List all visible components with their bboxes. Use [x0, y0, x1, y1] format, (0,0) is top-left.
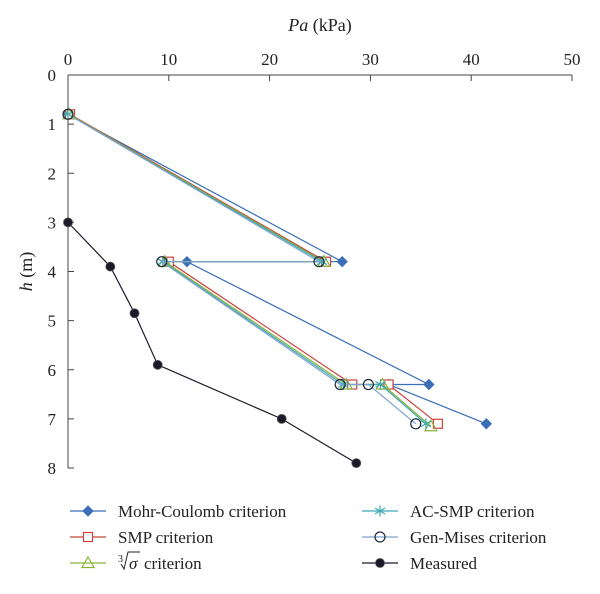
series-line	[67, 221, 357, 464]
data-point	[336, 255, 348, 268]
y-axis-symbol: h	[16, 282, 36, 291]
data-point	[375, 378, 386, 390]
legend-label: Mohr-Coulomb criterion	[118, 502, 287, 521]
legend-sigma: σ	[129, 554, 138, 573]
data-point	[313, 256, 325, 268]
y-axis-unit: (m)	[16, 252, 37, 283]
y-tick-label: 7	[48, 410, 57, 429]
x-tick-label: 50	[564, 50, 581, 69]
legend-root-sign	[120, 551, 140, 571]
legend-marker	[80, 555, 96, 569]
legend-label: Measured	[410, 554, 478, 573]
legend-label: Gen-Mises criterion	[410, 528, 547, 547]
series-4	[62, 108, 422, 430]
data-point	[351, 458, 362, 468]
data-point	[129, 308, 140, 319]
legend-root-index: 3	[118, 554, 123, 565]
legend-item: AC-SMP criterion	[362, 502, 535, 521]
y-tick-label: 5	[48, 312, 57, 331]
x-axis-symbol: Pa	[287, 15, 308, 35]
data-point	[63, 217, 73, 228]
x-tick-label: 10	[160, 50, 177, 69]
axes: Pa (kPa) h (m) 0 10 20 30 40 50 0 1 2 3 4 5 6 7 8	[16, 15, 581, 478]
series-line	[67, 113, 427, 425]
data-point	[62, 108, 74, 120]
legend: Mohr-Coulomb criterion SMP criterion 3 σ cri…	[70, 502, 547, 573]
x-tick-label: 40	[463, 50, 480, 69]
data-point	[410, 418, 422, 430]
y-tick-label: 1	[48, 115, 57, 134]
series-3	[62, 108, 432, 430]
x-tick-label: 30	[362, 50, 379, 69]
series-5	[63, 217, 362, 468]
x-tick-label: 0	[64, 50, 73, 69]
legend-marker	[82, 505, 94, 517]
y-axis-title: h (m)	[16, 252, 37, 292]
y-tick-label: 8	[48, 459, 57, 478]
legend-label: AC-SMP criterion	[410, 502, 535, 521]
series-line	[69, 113, 439, 425]
legend-marker	[374, 505, 386, 517]
y-tick-label: 2	[48, 164, 57, 183]
series-line	[67, 113, 487, 425]
legend-marker	[375, 558, 385, 568]
legend-item: Mohr-Coulomb criterion	[70, 502, 287, 521]
data-point	[152, 359, 163, 370]
legend-marker	[374, 531, 386, 543]
legend-label: SMP criterion	[118, 528, 214, 547]
y-tick-label: 4	[48, 263, 57, 282]
data-point	[362, 378, 374, 391]
data-point	[334, 378, 346, 391]
legend-item: SMP criterion	[70, 528, 214, 547]
x-axis-unit: (kPa)	[308, 15, 352, 36]
series-line	[68, 113, 432, 427]
legend-item: Gen-Mises criterion	[362, 528, 547, 547]
data-point	[480, 418, 493, 430]
data-point	[105, 261, 116, 272]
legend-label: criterion	[144, 554, 202, 573]
series-1	[64, 109, 444, 429]
data-point	[276, 413, 287, 424]
y-tick-label: 3	[48, 213, 57, 232]
y-tick-label: 0	[48, 66, 57, 85]
series-line	[67, 113, 417, 425]
legend-marker	[82, 531, 94, 543]
series-0	[62, 108, 493, 430]
data-point	[420, 418, 432, 430]
x-axis-title: Pa (kPa)	[287, 15, 352, 36]
y-tick-label: 6	[48, 361, 57, 380]
x-tick-label: 20	[261, 50, 278, 69]
legend-item: 3 σ criterion	[70, 551, 202, 573]
data-point	[156, 256, 168, 268]
legend-item: Measured	[362, 554, 478, 573]
data-point	[423, 378, 435, 391]
series-layer	[61, 107, 493, 468]
